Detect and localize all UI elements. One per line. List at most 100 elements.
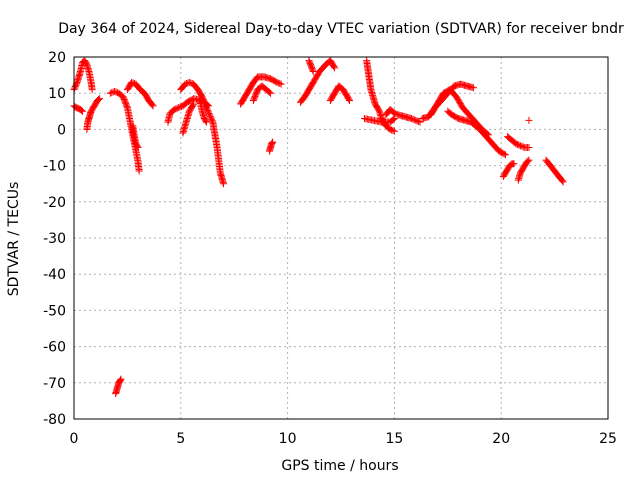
- data-point: [202, 118, 210, 126]
- data-point: [392, 110, 400, 118]
- data-point: [277, 80, 285, 88]
- data-point: [309, 66, 317, 74]
- data-point: [268, 140, 276, 148]
- data-point: [181, 80, 189, 88]
- data-point: [148, 101, 156, 109]
- data-point: [77, 106, 85, 114]
- y-tick-label: 10: [48, 86, 66, 102]
- data-point: [518, 142, 526, 150]
- data-point: [386, 125, 394, 133]
- data-point: [187, 79, 195, 87]
- data-point: [133, 142, 141, 150]
- data-point: [416, 118, 424, 126]
- x-tick-label: 5: [176, 431, 185, 447]
- data-point: [409, 115, 417, 123]
- data-point: [500, 150, 508, 158]
- data-point: [202, 104, 210, 112]
- data-point: [208, 115, 216, 123]
- data-point: [346, 96, 354, 104]
- y-tick-label: -60: [43, 340, 66, 356]
- data-point: [71, 84, 79, 92]
- data-point: [524, 157, 532, 165]
- data-point: [96, 95, 104, 103]
- data-point: [515, 141, 523, 149]
- data-point: [559, 178, 567, 186]
- data-point: [128, 78, 136, 86]
- data-point: [276, 80, 284, 88]
- data-point: [206, 112, 214, 120]
- data-point: [204, 107, 212, 115]
- data-point: [134, 144, 142, 151]
- data-point: [106, 89, 114, 97]
- data-point: [268, 139, 276, 147]
- data-point: [390, 127, 398, 135]
- x-tick-label: 15: [385, 431, 403, 447]
- data-point: [407, 115, 415, 123]
- data-point: [203, 105, 211, 113]
- data-point: [208, 117, 216, 125]
- data-point: [525, 144, 533, 151]
- data-point: [331, 64, 339, 72]
- data-point: [175, 104, 183, 112]
- y-tick-label: 20: [48, 50, 66, 66]
- data-point: [412, 116, 420, 124]
- data-point: [129, 79, 137, 87]
- y-tick-label: -50: [43, 303, 66, 319]
- data-point: [112, 88, 120, 96]
- y-tick-label: -80: [43, 412, 66, 428]
- data-point: [525, 116, 533, 124]
- x-tick-label: 0: [70, 431, 79, 447]
- data-point: [95, 96, 103, 104]
- data-point: [512, 140, 520, 148]
- data-point: [116, 377, 124, 385]
- data-point: [207, 114, 215, 122]
- x-tick-label: 10: [279, 431, 297, 447]
- data-point: [388, 126, 396, 134]
- x-axis-label: GPS time / hours: [281, 458, 398, 474]
- data-point: [190, 100, 198, 108]
- data-point: [204, 108, 212, 116]
- data-point: [123, 102, 131, 110]
- data-point: [330, 63, 338, 71]
- data-point: [413, 117, 421, 125]
- data-point: [220, 180, 228, 188]
- data-point: [71, 83, 79, 91]
- data-point: [267, 89, 275, 97]
- data-point: [516, 142, 524, 150]
- data-point: [172, 105, 180, 113]
- data-point: [501, 151, 509, 159]
- data-point: [469, 84, 477, 92]
- data-point: [205, 109, 213, 117]
- data-point: [519, 143, 527, 151]
- data-point: [189, 101, 197, 109]
- y-tick-label: -40: [43, 267, 66, 283]
- data-point: [111, 87, 119, 95]
- data-point: [176, 103, 184, 111]
- data-point: [558, 177, 566, 185]
- plot-frame: [73, 56, 609, 420]
- data-point: [415, 118, 423, 126]
- data-point: [170, 105, 178, 113]
- data-point: [117, 375, 125, 383]
- data-point: [389, 127, 397, 135]
- data-point: [273, 78, 281, 86]
- data-point: [149, 102, 157, 110]
- data-point: [116, 376, 124, 384]
- data-point: [510, 160, 518, 168]
- data-point: [202, 117, 210, 125]
- y-axis-label: SDTVAR / TECUs: [6, 182, 22, 297]
- data-point: [79, 107, 87, 115]
- grid-lines: [74, 57, 608, 419]
- y-tick-label: -30: [43, 231, 66, 247]
- y-tick-label: 0: [57, 122, 66, 138]
- tick-labels: -80 -70 -60 -50 -40 -30 -20 -10 0 10 20 0 5 10 15 20 25: [43, 50, 617, 447]
- data-point: [88, 86, 96, 94]
- data-point: [269, 138, 277, 146]
- data-point: [309, 67, 317, 75]
- y-tick-label: -20: [43, 195, 66, 211]
- data-point: [525, 156, 533, 164]
- data-point: [135, 167, 143, 175]
- data-point: [206, 111, 214, 119]
- data-point: [185, 78, 193, 86]
- x-tick-label: 25: [599, 431, 617, 447]
